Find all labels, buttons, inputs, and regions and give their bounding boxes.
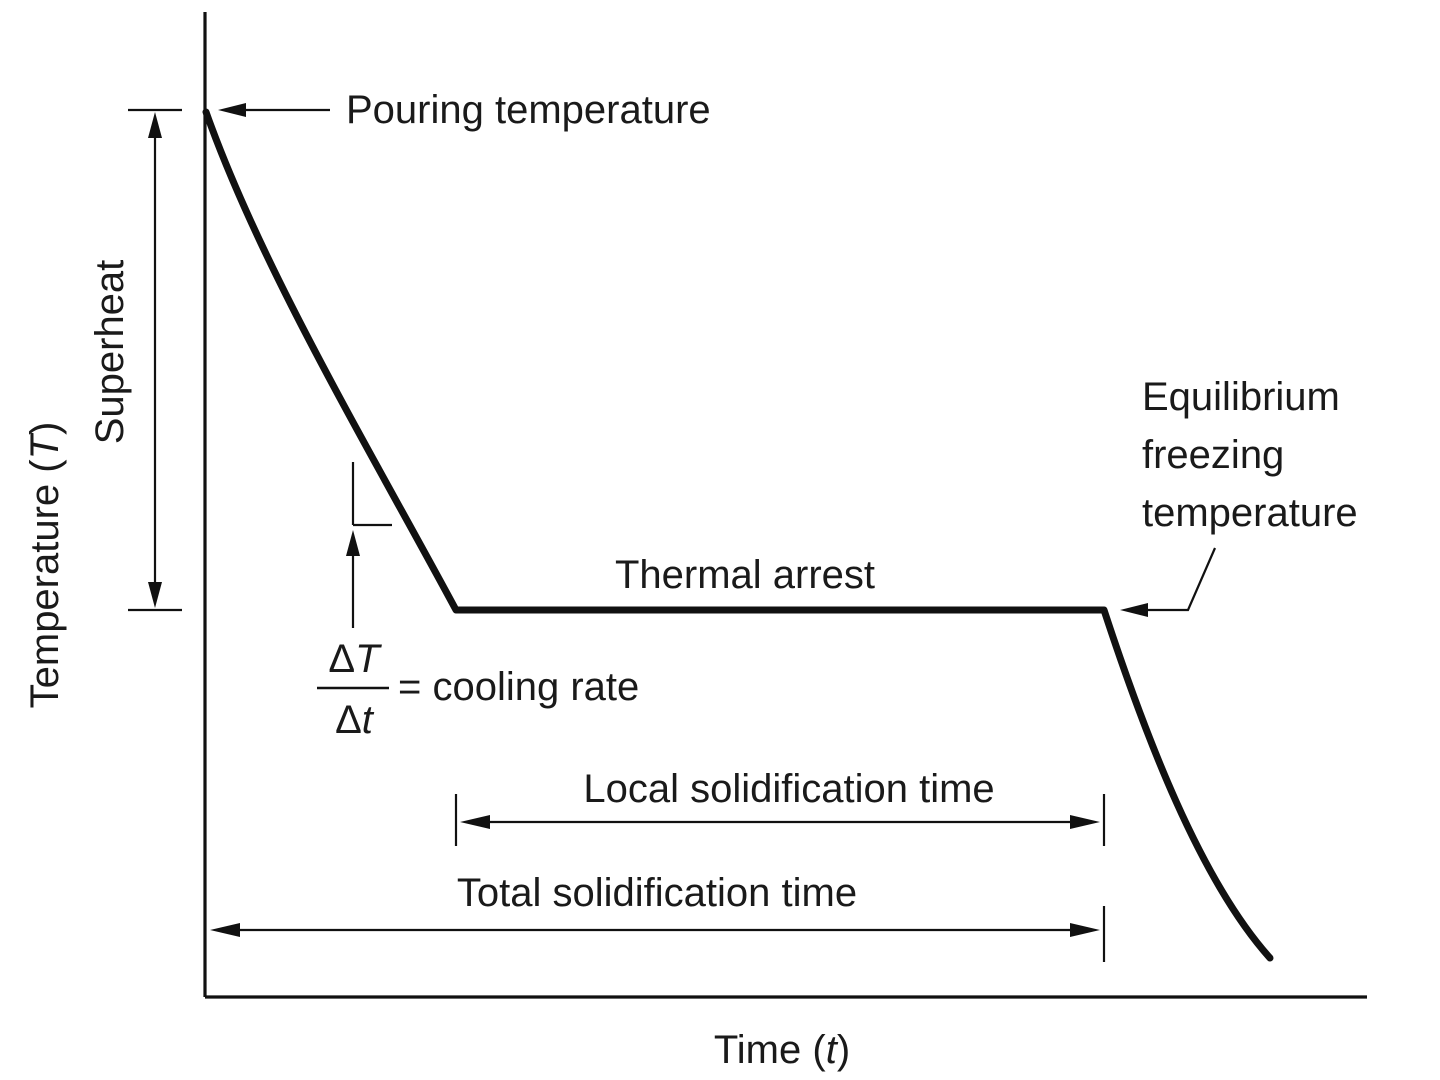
cooling-curve xyxy=(202,108,1274,962)
cooling-rate-denominator: Δt xyxy=(335,698,375,742)
thermal-arrest-label: Thermal arrest xyxy=(615,553,875,597)
total-solidification-arrowhead-right xyxy=(1070,923,1100,937)
cooling-rate-label: = cooling rate xyxy=(398,665,639,709)
total-solidification-time-label: Total solidification time xyxy=(457,871,857,915)
x-axis-label: Time (t) xyxy=(714,1028,850,1072)
y-axis-label: Temperature (T) xyxy=(23,422,67,709)
superheat-label: Superheat xyxy=(88,260,132,445)
local-solidification-arrowhead-right xyxy=(1070,815,1100,829)
equilibrium-freezing-temperature-label: Equilibrium freezing temperature xyxy=(1142,375,1358,535)
pouring-temperature-arrowhead xyxy=(218,103,246,117)
equilibrium-leader-line xyxy=(1140,547,1217,612)
superheat-arrowhead-down xyxy=(148,582,162,608)
pouring-temperature-label: Pouring temperature xyxy=(346,88,711,132)
local-solidification-arrowhead-left xyxy=(460,815,490,829)
superheat-arrowhead-up xyxy=(148,112,162,138)
equilibrium-arrowhead xyxy=(1120,603,1148,617)
cooling-rate-pointer-arrowhead xyxy=(346,530,360,556)
total-solidification-arrowhead-left xyxy=(210,923,240,937)
local-solidification-time-label: Local solidification time xyxy=(583,767,994,811)
cooling-rate-numerator: ΔT xyxy=(328,637,382,681)
